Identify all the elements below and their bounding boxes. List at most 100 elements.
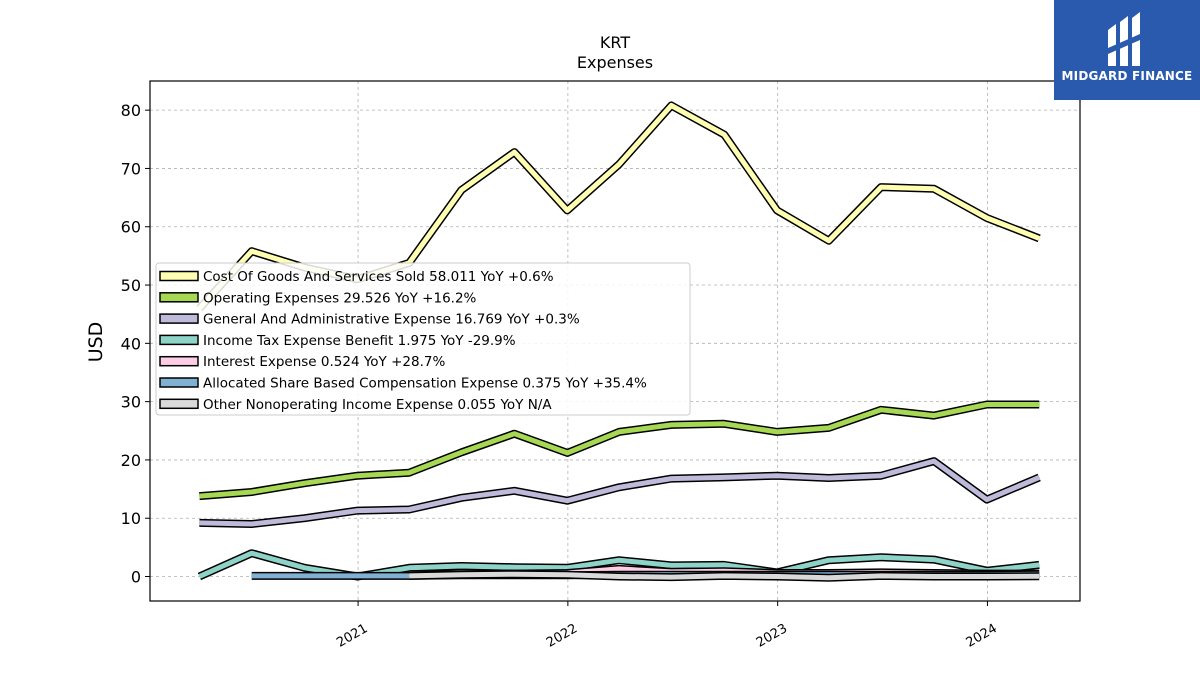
data-point [513, 573, 515, 575]
data-point [670, 576, 672, 578]
data-point [618, 559, 620, 561]
data-point [408, 575, 410, 577]
data-point [723, 476, 725, 478]
data-point [304, 482, 306, 484]
legend-swatch [159, 313, 199, 324]
data-point [251, 575, 253, 577]
data-point [933, 576, 935, 578]
series-1 [198, 400, 1040, 501]
data-point [1038, 575, 1040, 577]
data-point [670, 478, 672, 480]
data-point [933, 460, 935, 462]
y-tick-label: 70 [121, 159, 141, 178]
legend-entry: Income Tax Expense Benefit 1.975 YoY -29… [159, 333, 516, 349]
legend-box [155, 262, 691, 416]
data-point [408, 472, 410, 474]
legend-entry: Cost Of Goods And Services Sold 58.011 Y… [159, 269, 554, 285]
data-point [304, 517, 306, 519]
data-point [986, 217, 988, 219]
data-point [986, 499, 988, 501]
data-point [776, 431, 778, 433]
data-point [1038, 476, 1040, 478]
data-point [880, 556, 882, 558]
legend-swatch [159, 334, 199, 346]
y-tick-label: 0 [131, 568, 141, 587]
data-point [933, 415, 935, 417]
data-point [566, 452, 568, 454]
y-tick-label: 40 [121, 334, 141, 353]
data-point [251, 523, 253, 525]
data-point [408, 508, 410, 510]
series-line [199, 402, 1040, 499]
y-tick-label: 50 [121, 276, 141, 295]
logo-text: MIDGARD FINANCE [1061, 69, 1193, 83]
data-point [828, 577, 830, 579]
data-point [356, 510, 358, 512]
data-point [304, 575, 306, 577]
data-point [461, 565, 463, 567]
data-point [828, 477, 830, 479]
y-tick-label: 80 [121, 101, 141, 120]
data-point [723, 575, 725, 577]
legend-entry: Allocated Share Based Compensation Expen… [159, 376, 647, 392]
data-point [513, 490, 515, 492]
data-point [828, 559, 830, 561]
data-point [1038, 237, 1040, 239]
data-point [198, 576, 200, 578]
y-axis-label: USD [85, 322, 107, 363]
data-point [461, 497, 463, 499]
x-tick-label: 2023 [754, 621, 790, 651]
data-point [986, 576, 988, 578]
data-point [566, 574, 568, 576]
data-point [461, 574, 463, 576]
data-point [880, 409, 882, 411]
data-point [251, 250, 253, 252]
data-point [776, 209, 778, 211]
legend-swatch [159, 292, 199, 303]
data-point [198, 495, 200, 497]
data-point [566, 500, 568, 502]
data-point [723, 423, 725, 425]
data-point [670, 564, 672, 566]
legend-entry: Operating Expenses 29.526 YoY +16.2% [159, 290, 477, 306]
data-point [880, 186, 882, 188]
legend-label: General And Administrative Expense 16.76… [203, 312, 580, 328]
data-point [513, 433, 515, 435]
data-point [933, 188, 935, 190]
legend-label: Income Tax Expense Benefit 1.975 YoY -29… [203, 333, 516, 349]
legend-entry: Other Nonoperating Income Expense 0.055 … [159, 397, 552, 413]
legend-swatch [159, 270, 199, 282]
legend-label: Operating Expenses 29.526 YoY +16.2% [203, 290, 477, 306]
data-point [618, 576, 620, 578]
chart-subtitle: Expenses [577, 53, 653, 72]
chart-title: KRT [600, 33, 630, 52]
data-point [880, 575, 882, 577]
data-point [304, 567, 306, 569]
legend-entry: General And Administrative Expense 16.76… [159, 312, 580, 328]
data-point [723, 134, 725, 136]
data-point [723, 564, 725, 566]
data-point [670, 424, 672, 426]
series-2 [198, 457, 1041, 528]
x-tick-label: 2021 [334, 621, 370, 651]
legend-entry: Interest Expense 0.524 YoY +28.7% [159, 354, 445, 370]
legend: Cost Of Goods And Services Sold 58.011 Y… [155, 262, 691, 416]
legend-label: Cost Of Goods And Services Sold 58.011 Y… [203, 269, 554, 285]
data-point [198, 522, 200, 524]
legend-label: Allocated Share Based Compensation Expen… [203, 376, 647, 392]
y-tick-label: 60 [121, 218, 141, 237]
x-tick-label: 2024 [964, 621, 1000, 651]
series-6 [408, 570, 1040, 582]
data-point [670, 104, 672, 106]
data-point [566, 209, 568, 211]
legend-swatch [159, 377, 199, 388]
data-point [461, 451, 463, 453]
data-point [356, 475, 358, 477]
data-point [1038, 404, 1040, 406]
data-point [776, 576, 778, 578]
data-point [513, 151, 515, 153]
data-point [828, 240, 830, 242]
data-point [251, 552, 253, 554]
data-point [356, 575, 358, 577]
